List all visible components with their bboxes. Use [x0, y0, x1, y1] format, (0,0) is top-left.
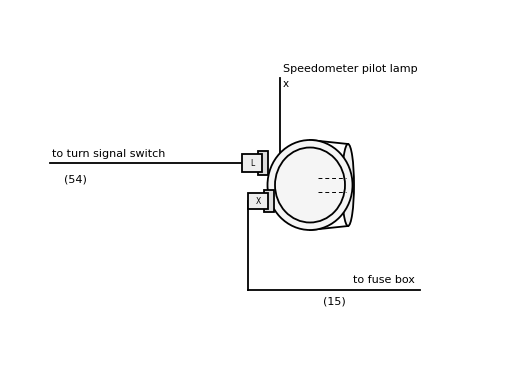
Text: to fuse box: to fuse box — [353, 275, 415, 285]
Bar — [248, 193, 268, 209]
Text: to turn signal switch: to turn signal switch — [52, 149, 165, 159]
Ellipse shape — [342, 144, 354, 226]
Ellipse shape — [267, 140, 352, 230]
Text: X: X — [255, 197, 261, 205]
Text: (54): (54) — [64, 175, 87, 185]
Text: L: L — [250, 159, 254, 167]
Text: Speedometer pilot lamp: Speedometer pilot lamp — [283, 64, 418, 74]
Text: x: x — [283, 79, 289, 89]
Bar — [264, 190, 274, 212]
Bar — [258, 151, 268, 175]
Text: (15): (15) — [323, 297, 346, 307]
Bar — [242, 154, 262, 172]
